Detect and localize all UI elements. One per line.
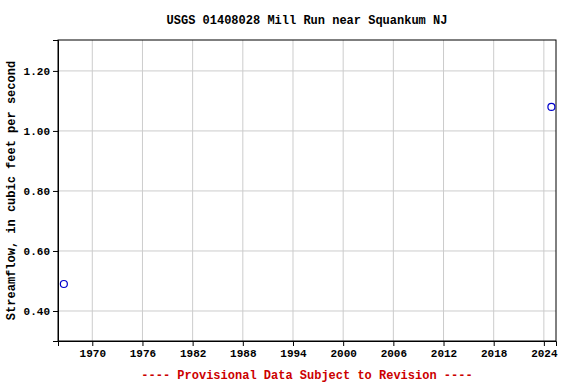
x-tick-label: 2024 xyxy=(531,348,558,360)
x-tick-mark xyxy=(393,341,394,346)
x-tick-label: 2006 xyxy=(381,348,407,360)
x-tick-mark xyxy=(343,341,344,346)
y-tick: 1.20 xyxy=(24,66,58,78)
y-tick-label: 0.40 xyxy=(24,306,50,318)
y-tick: 0.60 xyxy=(24,246,58,258)
x-tick-label: 2000 xyxy=(330,348,356,360)
x-tick: 1994 xyxy=(280,341,307,360)
point xyxy=(60,280,67,287)
grid xyxy=(58,40,556,341)
grid-line xyxy=(58,190,556,191)
point xyxy=(548,103,555,110)
y-tick-label: 1.00 xyxy=(24,126,50,138)
grid-line xyxy=(58,70,556,71)
x-tick-label: 1976 xyxy=(130,348,156,360)
x-tick: 2018 xyxy=(481,341,508,360)
grid-line xyxy=(58,130,556,131)
y-tick-mark xyxy=(53,71,58,72)
y-axis-title: Streamflow, in cubic feet per second xyxy=(5,61,19,320)
y-axis: 0.40 0.60 0.80 1.00 1.20 xyxy=(24,41,59,342)
x-tick: 2012 xyxy=(431,341,457,360)
x-tick: 1982 xyxy=(180,341,206,360)
x-tick-label: 2012 xyxy=(431,348,457,360)
x-tick-label: 2018 xyxy=(481,348,508,360)
plot: 1970 1976 1982 1988 1994 2000 2006 2012 2018 2024… xyxy=(24,40,558,360)
x-tick-mark xyxy=(243,341,244,346)
x-tick-label: 1988 xyxy=(230,348,257,360)
x-tick-mark xyxy=(193,341,194,346)
x-tick: 1970 xyxy=(80,341,106,360)
x-axis-line xyxy=(59,342,557,347)
y-tick-mark xyxy=(53,311,58,312)
y-tick-label: 1.20 xyxy=(24,66,50,78)
x-tick: 1976 xyxy=(130,341,156,360)
y-axis-line xyxy=(53,41,59,342)
x-tick-label: 1970 xyxy=(80,348,106,360)
plot-frame xyxy=(58,40,556,341)
footer-note: ---- Provisional Data Subject to Revisio… xyxy=(141,369,472,383)
x-tick-mark xyxy=(142,341,143,346)
title: USGS 01408028 Mill Run near Squankum NJ xyxy=(167,14,448,28)
y-tick-mark xyxy=(53,251,58,252)
y-tick-label: 0.80 xyxy=(24,186,50,198)
points xyxy=(60,103,555,287)
y-tick-mark xyxy=(53,191,58,192)
x-tick-mark xyxy=(544,341,545,346)
x-tick: 1988 xyxy=(230,341,257,360)
y-tick: 0.80 xyxy=(24,186,58,198)
x-tick-label: 1994 xyxy=(280,348,307,360)
x-tick-label: 1982 xyxy=(180,348,206,360)
x-tick-mark xyxy=(494,341,495,346)
x-tick-mark xyxy=(444,341,445,346)
grid-line xyxy=(58,250,556,251)
y-tick-label: 0.60 xyxy=(24,246,50,258)
x-tick-mark xyxy=(92,341,93,346)
x-axis: 1970 1976 1982 1988 1994 2000 2006 2012 2018 2024 xyxy=(59,341,558,360)
x-tick: 2024 xyxy=(531,341,558,360)
grid-line xyxy=(58,310,556,311)
y-tick: 1.00 xyxy=(24,126,58,138)
y-tick-mark xyxy=(53,131,58,132)
y-tick: 0.40 xyxy=(24,306,58,318)
x-tick: 2000 xyxy=(330,341,356,360)
x-tick: 2006 xyxy=(381,341,407,360)
chart: 1970 1976 1982 1988 1994 2000 2006 2012 2018 2024… xyxy=(0,0,576,384)
x-tick-mark xyxy=(293,341,294,346)
